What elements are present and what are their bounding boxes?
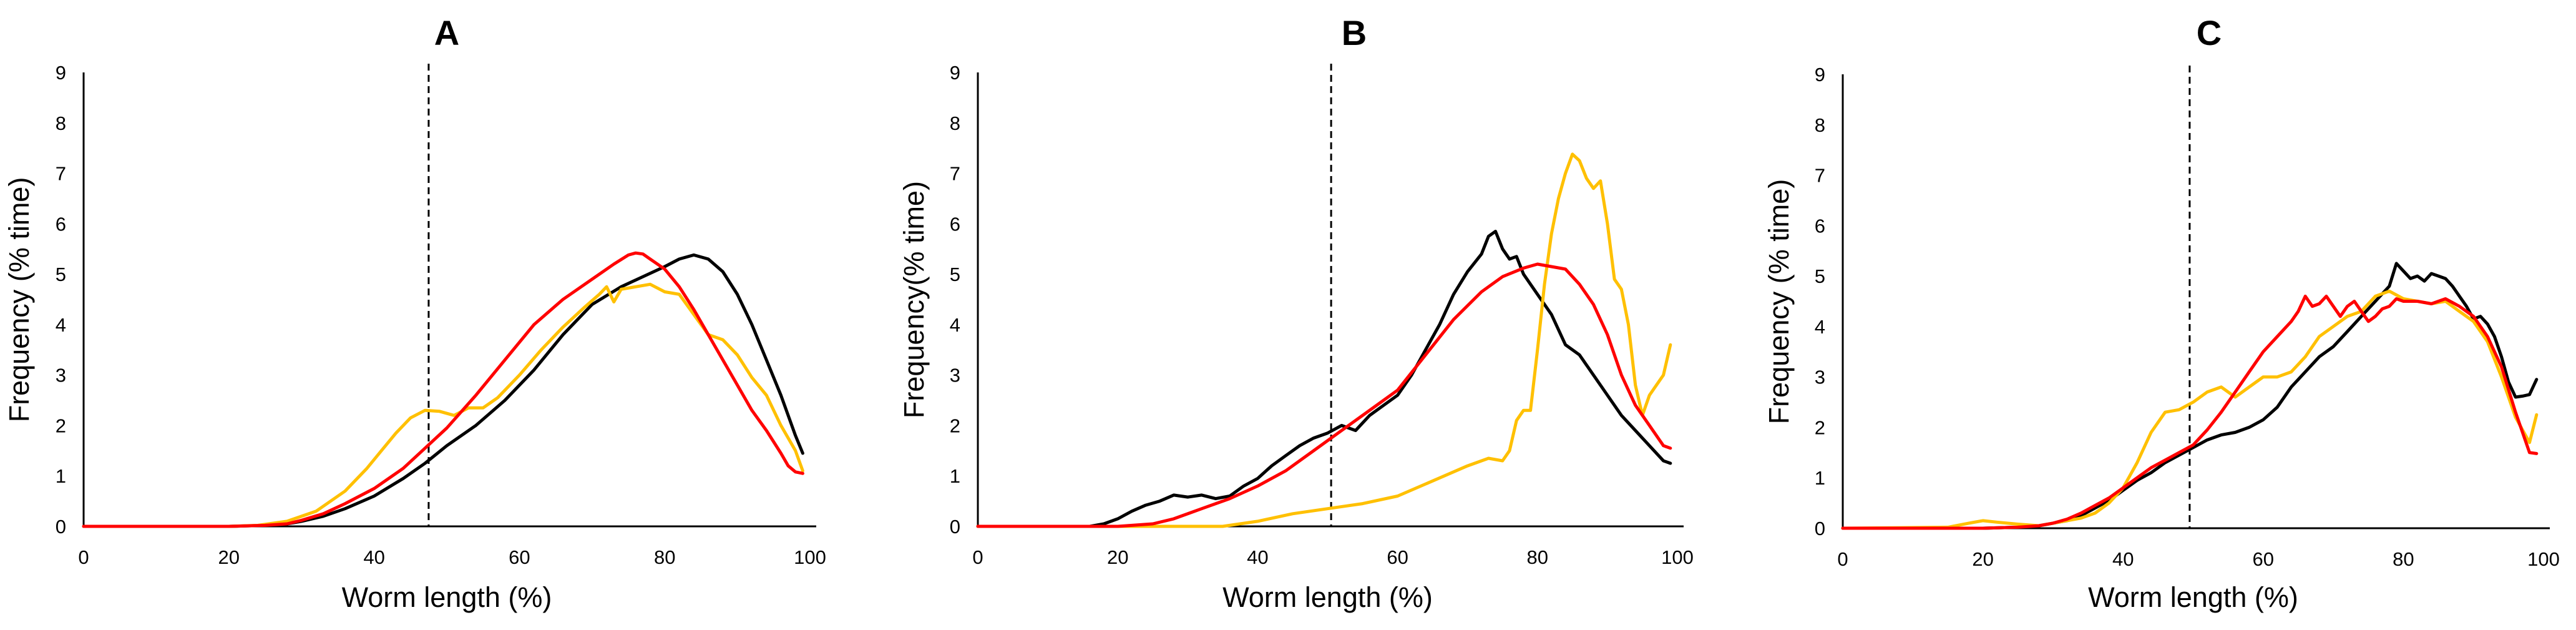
x-tick-label: 20 [1107,546,1128,568]
y-tick-label: 8 [56,112,66,134]
series-line-yellow [82,282,804,528]
y-tick-label: 1 [950,465,960,487]
y-tick-label: 0 [950,516,960,538]
panel-a: A 0 1 2 3 4 5 6 7 8 9 0 20 40 60 80 100 Worm length (%) Fr… [3,13,826,613]
x-tick-label: 40 [363,546,384,568]
x-tick-label: 40 [1247,546,1268,568]
x-axis-label: Worm length (%) [2088,581,2298,613]
y-tick-label: 5 [56,263,66,285]
x-tick-label: 80 [654,546,675,568]
y-tick-label: 4 [1815,316,1825,338]
series-line-yellow [976,152,1672,528]
y-tick-label: 4 [56,314,66,336]
y-tick-label: 3 [1815,367,1825,388]
y-tick-label: 7 [950,163,960,185]
x-tick-label: 100 [1661,546,1694,568]
panel-b: B 0 1 2 3 4 5 6 7 8 9 0 20 40 60 80 100 Worm length (%) Fr… [898,13,1694,613]
y-tick-label: 2 [1815,416,1825,438]
x-tick-label: 60 [2253,548,2274,570]
y-tick-label: 9 [56,62,66,84]
y-tick-label: 6 [56,213,66,235]
x-tick-label: 60 [509,546,530,568]
x-tick-label: 20 [218,546,240,568]
series-line-red [1841,294,2539,530]
y-tick-label: 0 [56,516,66,538]
series-line-red [82,251,804,528]
x-tick-label: 60 [1387,546,1408,568]
y-axis-label: Frequency(% time) [898,181,930,418]
y-axis-label: Frequency (% time) [3,177,35,423]
x-tick-label: 80 [1527,546,1548,568]
y-tick-label: 0 [1815,518,1825,539]
x-tick-label: 0 [972,546,983,568]
y-tick-label: 2 [950,415,960,436]
y-tick-label: 7 [1815,165,1825,187]
y-tick-label: 5 [1815,265,1825,287]
x-tick-label: 100 [2527,548,2560,570]
series-line-black [976,230,1672,528]
y-tick-label: 3 [950,365,960,386]
x-tick-label: 100 [794,546,826,568]
series-line-black [82,253,804,528]
y-tick-label: 1 [1815,467,1825,489]
x-tick-label: 40 [2112,548,2134,570]
y-tick-label: 2 [56,415,66,436]
y-tick-label: 3 [56,365,66,386]
panel-c: C 0 1 2 3 4 5 6 7 8 9 0 20 40 60 80 100 Worm length (%) Fr… [1763,13,2560,613]
x-axis-label: Worm length (%) [342,581,552,613]
y-tick-label: 6 [950,213,960,235]
y-tick-label: 7 [56,163,66,185]
y-tick-label: 9 [1815,64,1825,86]
x-tick-label: 20 [1972,548,1993,570]
series-line-red [976,262,1672,528]
x-axis-label: Worm length (%) [1222,581,1433,613]
y-tick-label: 5 [950,263,960,285]
panel-title: C [2197,13,2222,52]
x-tick-label: 80 [2393,548,2414,570]
y-axis-label: Frequency (% time) [1763,179,1795,425]
y-tick-label: 8 [1815,114,1825,136]
x-tick-label: 0 [78,546,89,568]
y-tick-label: 9 [950,62,960,84]
x-tick-label: 0 [1837,548,1848,570]
panel-title: A [434,13,459,52]
y-tick-label: 6 [1815,215,1825,237]
y-tick-label: 8 [950,112,960,134]
y-tick-label: 1 [56,465,66,487]
panel-title: B [1342,13,1367,52]
y-tick-label: 4 [950,314,960,336]
